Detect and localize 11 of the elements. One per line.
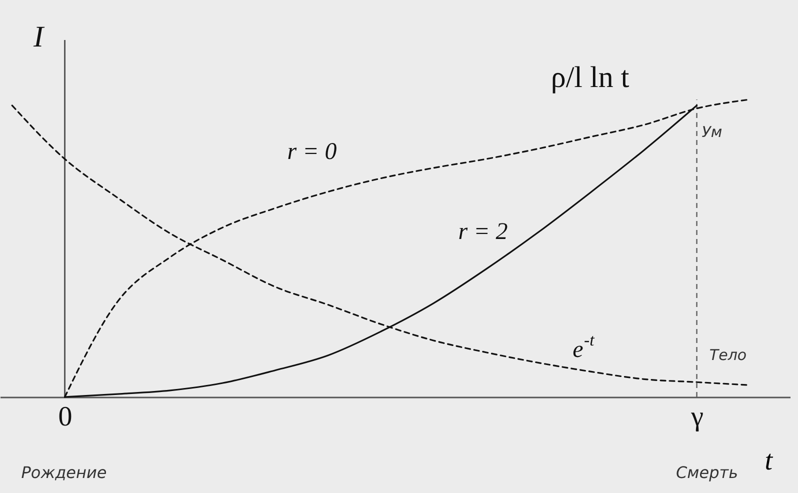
x-tick-label: γ xyxy=(690,402,704,432)
annotation: Ум xyxy=(702,123,722,141)
series-label: r = 2 xyxy=(458,219,508,245)
text: Смерть xyxy=(676,463,738,482)
text: ρ/l ln t xyxy=(550,61,630,94)
series-label: r = 0 xyxy=(287,139,337,165)
y-axis-title: I xyxy=(32,20,46,54)
x-tick-label: 0 xyxy=(58,402,72,432)
annotation: Тело xyxy=(709,346,747,364)
text: Рождение xyxy=(21,463,107,482)
x-axis-title: t xyxy=(764,446,774,476)
